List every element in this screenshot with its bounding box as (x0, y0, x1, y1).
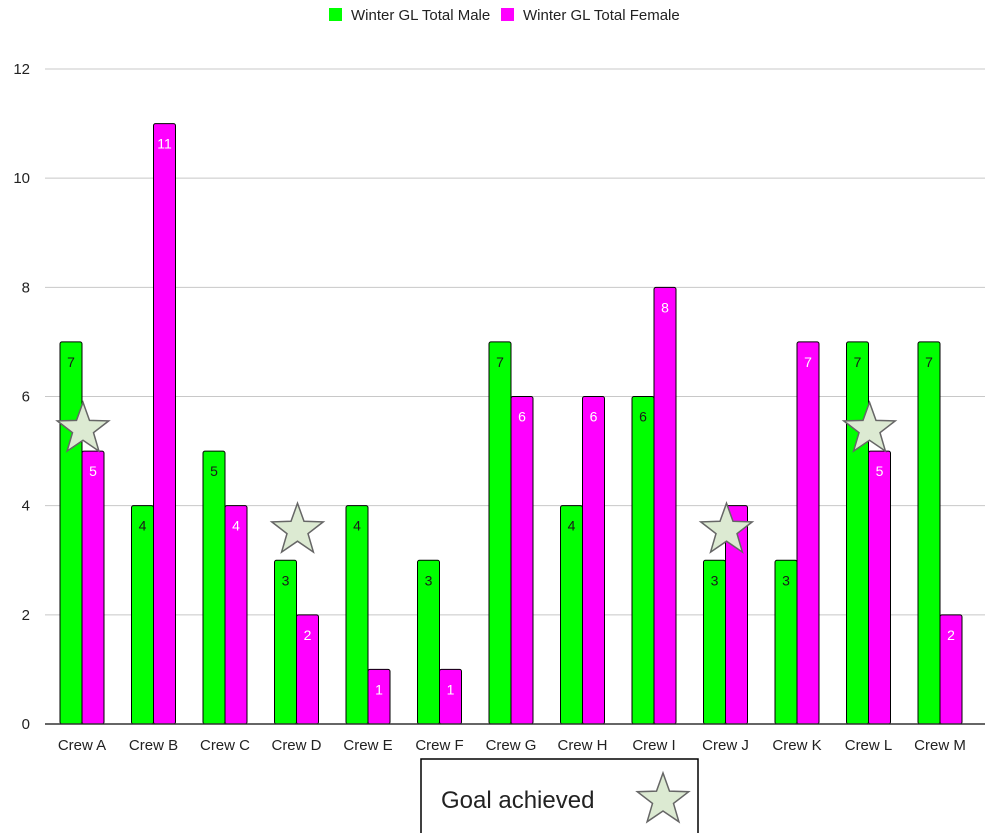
x-category-label: Crew A (58, 737, 106, 754)
x-axis-category-labels: Crew A Crew B Crew C Crew D Crew E Crew F Crew… (58, 737, 966, 754)
bar-data-label: 3 (282, 572, 290, 588)
bar-female (81, 450, 105, 725)
y-tick-label: 12 (13, 61, 30, 78)
y-tick-label: 10 (13, 170, 30, 187)
bar-data-label: 6 (639, 409, 647, 425)
bar-data-label: 2 (304, 627, 312, 643)
y-tick-label: 2 (22, 607, 30, 624)
bar-data-label: 6 (518, 409, 526, 425)
x-category-label: Crew H (557, 737, 607, 754)
bar-data-label: 4 (568, 518, 576, 534)
bar-data-label: 11 (157, 136, 172, 152)
bar-female (868, 450, 891, 725)
x-category-label: Crew K (772, 737, 821, 754)
x-category-label: Crew I (632, 737, 675, 754)
x-category-label: Crew M (914, 737, 966, 754)
bar-data-label: 5 (89, 463, 97, 479)
bar-data-label: 7 (854, 354, 862, 370)
y-tick-label: 0 (22, 716, 30, 733)
y-tick-label: 8 (22, 279, 30, 296)
bar-data-label: 2 (947, 627, 955, 643)
x-category-label: Crew G (486, 737, 537, 754)
bar-data-label: 7 (496, 354, 504, 370)
x-category-label: Crew C (200, 737, 250, 754)
legend: Winter GL Total Male Winter GL Total Fem… (329, 7, 680, 24)
goal-star-icon (841, 400, 898, 453)
bar-data-label: 4 (232, 518, 240, 534)
goal-annotation-text: Goal achieved (441, 787, 594, 814)
bar-male (345, 505, 369, 725)
bar-data-label: 3 (782, 572, 790, 588)
bar-male (846, 341, 869, 725)
bar-female (653, 286, 677, 725)
bar-male (917, 341, 941, 725)
bar-data-label: 8 (661, 299, 669, 315)
bar-data-label: 5 (210, 463, 218, 479)
goal-star-icon (698, 500, 755, 554)
bar-female (510, 396, 534, 725)
x-category-label: Crew B (129, 737, 178, 754)
legend-label-male: Winter GL Total Male (351, 7, 490, 24)
bar-male (631, 396, 655, 725)
x-category-label: Crew E (343, 737, 392, 754)
bar-data-label: 6 (590, 409, 598, 425)
y-axis-tick-labels: 0 2 4 6 8 10 12 (13, 61, 30, 733)
y-tick-label: 6 (22, 389, 30, 406)
bar-data-label: 7 (67, 354, 75, 370)
bar-female (582, 396, 605, 725)
legend-swatch-male (329, 8, 342, 21)
star-icon (635, 770, 691, 824)
bar-female (224, 505, 248, 725)
x-category-label: Crew L (845, 737, 893, 754)
star-icon (635, 770, 691, 824)
bar-female (153, 123, 176, 725)
bar-male (131, 505, 154, 725)
bar-data-label: 1 (447, 681, 455, 697)
bar-female (796, 341, 820, 725)
bar-data-label: 5 (876, 463, 884, 479)
bar-male (59, 341, 83, 725)
legend-label-female: Winter GL Total Female (523, 7, 680, 24)
bar-data-label: 3 (425, 572, 433, 588)
bar-male (202, 450, 226, 725)
goal-stars (55, 400, 898, 554)
x-category-label: Crew D (271, 737, 321, 754)
legend-swatch-female (501, 8, 514, 21)
goal-achieved-annotation: Goal achieved (420, 758, 699, 833)
bar-data-label: 4 (139, 518, 147, 534)
goal-star-icon (55, 400, 111, 453)
bar-data-label: 7 (804, 354, 812, 370)
y-tick-label: 4 (22, 498, 30, 515)
bar-male (488, 341, 512, 725)
bar-data-label: 1 (375, 681, 383, 697)
bar-data-label: 7 (925, 354, 933, 370)
goal-annotation-box (420, 758, 699, 833)
bars (59, 123, 963, 725)
x-category-label: Crew J (702, 737, 749, 754)
bar-data-label: 4 (353, 518, 361, 534)
goal-star-icon (269, 500, 326, 554)
bar-male (560, 505, 583, 725)
bar-data-label: 3 (711, 572, 719, 588)
x-category-label: Crew F (415, 737, 463, 754)
